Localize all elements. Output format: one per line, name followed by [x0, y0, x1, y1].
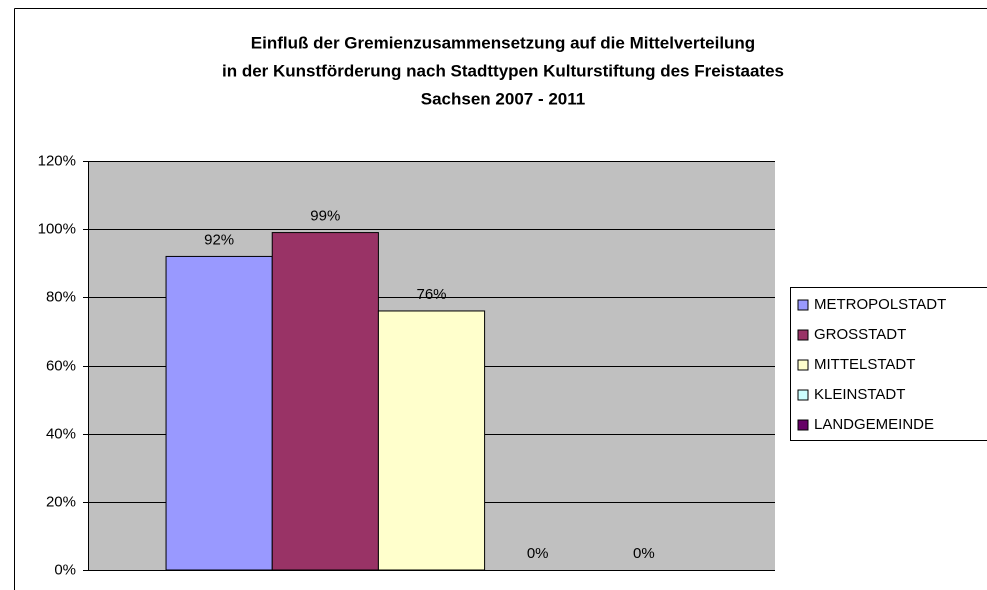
y-tick-label: 20% [46, 493, 76, 510]
data-label: 76% [416, 286, 446, 303]
data-label: 99% [310, 208, 340, 225]
legend-box [790, 287, 987, 441]
chart-title: in der Kunstförderung nach Stadttypen Ku… [222, 61, 784, 80]
bar [165, 255, 273, 571]
data-label: 0% [527, 545, 549, 562]
y-tick-label: 40% [46, 425, 76, 442]
y-tick-label: 100% [38, 220, 76, 237]
legend-swatch [797, 359, 809, 371]
legend-swatch [797, 389, 809, 401]
chart-title: Sachsen 2007 - 2011 [421, 89, 585, 108]
bar [377, 310, 486, 571]
legend-swatch [797, 299, 809, 311]
legend-label: MITTELSTADT [814, 356, 915, 373]
bar [271, 232, 379, 571]
chart-title: Einfluß der Gremienzusammensetzung auf d… [251, 33, 755, 52]
y-tick-label: 80% [46, 288, 76, 305]
legend-label: METROPOLSTADT [814, 296, 946, 313]
legend-swatch [797, 329, 809, 341]
legend-label: GROSSTADT [814, 326, 906, 343]
y-tick-label: 120% [38, 152, 76, 169]
legend-swatch [797, 419, 809, 431]
data-label: 0% [633, 545, 655, 562]
data-label: 92% [204, 231, 234, 248]
y-tick-label: 0% [54, 561, 76, 578]
y-tick-label: 60% [46, 357, 76, 374]
legend-label: KLEINSTADT [814, 386, 905, 403]
legend-label: LANDGEMEINDE [814, 416, 934, 433]
